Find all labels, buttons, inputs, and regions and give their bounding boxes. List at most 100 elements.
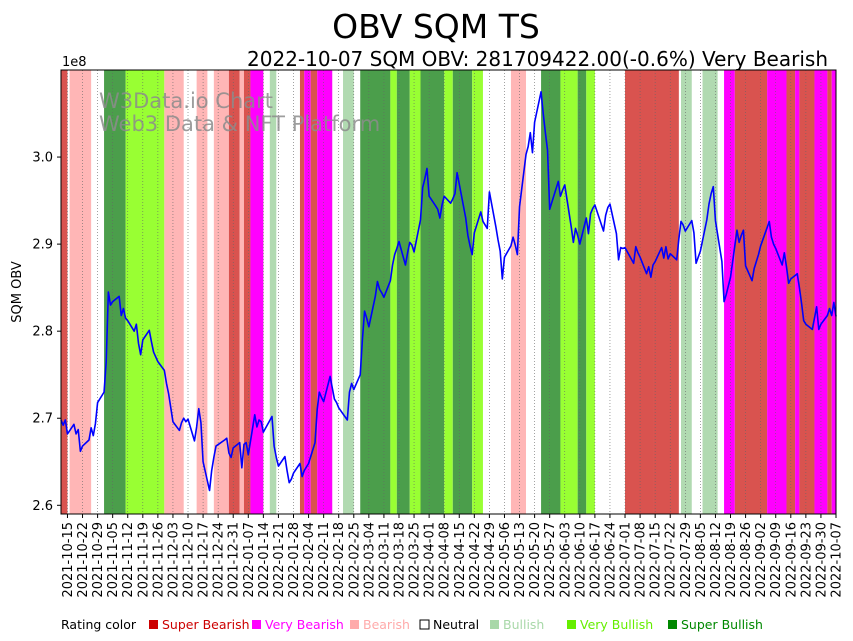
rating-band bbox=[213, 70, 229, 514]
x-tick-label: 2021-11-19 bbox=[136, 522, 151, 598]
x-tick-label: 2022-08-05 bbox=[694, 522, 709, 598]
y-tick-label: 2.7 bbox=[32, 412, 53, 427]
x-tick-label: 2022-03-11 bbox=[377, 522, 392, 598]
rating-band bbox=[444, 70, 453, 514]
rating-band bbox=[734, 70, 768, 514]
rating-band bbox=[653, 70, 679, 514]
legend-item-label: Bearish bbox=[363, 617, 410, 632]
rating-legend: Super Bearish Very Bearish Bearish Neutral B… bbox=[149, 617, 763, 632]
y-tick-label: 2.6 bbox=[32, 499, 53, 514]
x-tick-label: 2022-04-08 bbox=[438, 522, 453, 598]
x-tick-label: 2022-09-23 bbox=[799, 522, 814, 598]
x-tick-label: 2022-08-19 bbox=[724, 522, 739, 598]
legend-label: Rating color bbox=[61, 617, 137, 632]
rating-band bbox=[625, 70, 654, 514]
rating-band bbox=[396, 70, 410, 514]
x-tick-label: 2021-12-24 bbox=[212, 522, 227, 598]
x-tick-label: 2022-05-06 bbox=[498, 522, 513, 598]
plot-frame bbox=[60, 69, 837, 515]
rating-band bbox=[577, 70, 587, 514]
rating-band bbox=[310, 70, 318, 514]
x-tick-label: 2022-07-01 bbox=[619, 522, 634, 598]
x-tick-label: 2022-08-26 bbox=[739, 522, 754, 598]
x-tick-label: 2022-06-03 bbox=[558, 522, 573, 598]
x-tick-label: 2021-10-15 bbox=[61, 522, 76, 598]
rating-band bbox=[269, 70, 277, 514]
x-tick-label: 2022-09-09 bbox=[769, 522, 784, 598]
x-tick-label: 2022-05-27 bbox=[543, 522, 558, 598]
chart-title: OBV SQM TS bbox=[332, 7, 540, 46]
legend-item-label: Very Bearish bbox=[265, 617, 344, 632]
x-tick-label: 2022-10-07 bbox=[830, 522, 845, 598]
x-tick-label: 2022-02-18 bbox=[332, 522, 347, 598]
obv-line bbox=[60, 90, 837, 492]
x-tick-label: 2022-04-22 bbox=[468, 522, 483, 598]
rating-band bbox=[196, 70, 208, 514]
rating-band bbox=[541, 70, 561, 514]
rating-band bbox=[125, 70, 165, 514]
x-tick-label: 2022-09-16 bbox=[784, 522, 799, 598]
legend-swatch bbox=[490, 620, 499, 629]
rating-band bbox=[104, 70, 126, 514]
legend-swatch bbox=[252, 620, 261, 629]
x-tick-label: 2022-03-25 bbox=[408, 522, 423, 598]
x-tick-label: 2021-10-22 bbox=[76, 522, 91, 598]
x-tick-label: 2022-06-17 bbox=[588, 522, 603, 598]
rating-band bbox=[681, 70, 692, 514]
rating-band bbox=[390, 70, 397, 514]
watermark-line-1: W3Data.io Chart bbox=[99, 89, 273, 113]
x-tick-label: 2022-01-21 bbox=[272, 522, 287, 598]
rating-band bbox=[61, 70, 68, 514]
rating-band bbox=[343, 70, 354, 514]
rating-band bbox=[510, 70, 526, 514]
x-tick-label: 2022-02-11 bbox=[317, 522, 332, 598]
x-tick-label: 2022-07-29 bbox=[679, 522, 694, 598]
y-axis-label: SQM OBV bbox=[10, 261, 25, 323]
x-tick-label: 2022-05-20 bbox=[528, 522, 543, 598]
x-tick-label: 2022-02-25 bbox=[347, 522, 362, 598]
rating-band bbox=[452, 70, 473, 514]
y-axis-ticks: 2.6 2.7 2.8 2.9 3.0 bbox=[32, 151, 61, 514]
rating-band bbox=[560, 70, 578, 514]
y-tick-label: 3.0 bbox=[32, 151, 53, 166]
rating-bands bbox=[61, 70, 836, 514]
x-tick-label: 2022-06-24 bbox=[603, 522, 618, 598]
x-tick-label: 2021-11-26 bbox=[151, 522, 166, 598]
x-tick-label: 2021-12-03 bbox=[166, 522, 181, 598]
y-multiplier-label: 1e8 bbox=[62, 55, 87, 70]
legend-swatch bbox=[350, 620, 359, 629]
legend-item-label: Bullish bbox=[503, 617, 544, 632]
legend-swatch bbox=[419, 619, 430, 630]
y-tick-label: 2.8 bbox=[32, 325, 53, 340]
x-tick-label: 2022-05-13 bbox=[513, 522, 528, 598]
rating-band bbox=[702, 70, 718, 514]
x-tick-label: 2022-09-02 bbox=[754, 522, 769, 598]
x-tick-label: 2022-03-04 bbox=[362, 522, 377, 598]
x-tick-label: 2022-04-15 bbox=[453, 522, 468, 598]
rating-band bbox=[831, 70, 836, 514]
rating-band bbox=[586, 70, 595, 514]
x-tick-label: 2022-09-30 bbox=[814, 522, 829, 598]
x-tick-label: 2022-07-22 bbox=[664, 522, 679, 598]
x-tick-label: 2022-06-10 bbox=[573, 522, 588, 598]
rating-band bbox=[164, 70, 184, 514]
obv-series bbox=[60, 90, 837, 492]
rating-band bbox=[228, 70, 240, 514]
rating-band bbox=[827, 70, 832, 514]
legend-swatch bbox=[149, 620, 158, 629]
x-tick-label: 2022-03-18 bbox=[392, 522, 407, 598]
x-tick-label: 2022-07-15 bbox=[649, 522, 664, 598]
x-tick-label: 2022-04-01 bbox=[423, 522, 438, 598]
x-axis-ticks: 2021-10-15 2021-10-22 2021-10-29 2021-11-05… bbox=[61, 514, 845, 598]
legend-item-label: Very Bullish bbox=[580, 617, 653, 632]
rating-band bbox=[69, 70, 92, 514]
rating-band bbox=[409, 70, 421, 514]
rating-band bbox=[243, 70, 251, 514]
rating-band bbox=[767, 70, 787, 514]
x-tick-label: 2022-04-29 bbox=[483, 522, 498, 598]
rating-band bbox=[304, 70, 311, 514]
watermark-line-2: Web3 Data & NFT Platform bbox=[99, 112, 380, 136]
x-tick-label: 2021-12-10 bbox=[182, 522, 197, 598]
legend-item-label: Super Bearish bbox=[162, 617, 250, 632]
